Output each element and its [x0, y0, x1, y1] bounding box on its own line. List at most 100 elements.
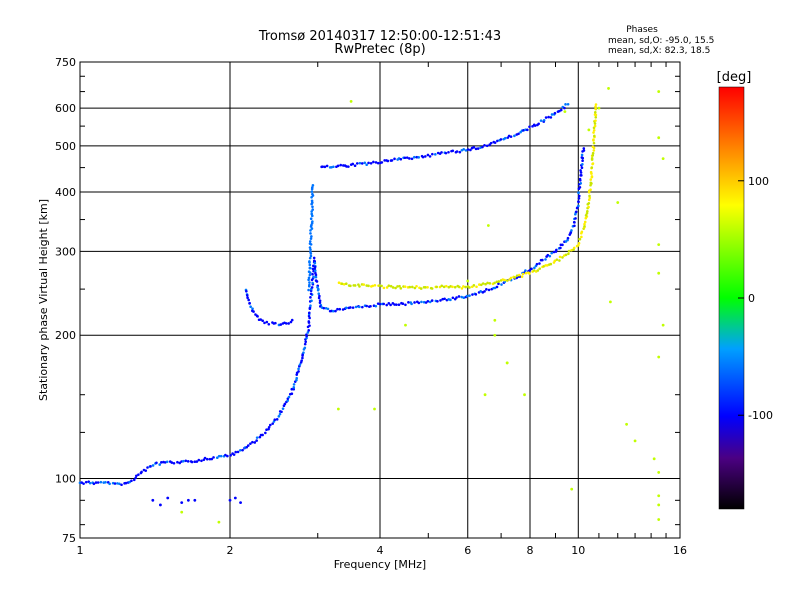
data-point [245, 289, 248, 293]
data-point [385, 303, 388, 307]
data-point [253, 441, 257, 444]
data-point [309, 292, 313, 296]
data-point [458, 150, 462, 154]
data-point [314, 275, 318, 279]
data-point [280, 410, 283, 414]
data-point [267, 322, 271, 326]
colorbar-label: [deg] [717, 70, 752, 85]
data-point [399, 157, 403, 161]
data-point [361, 305, 364, 309]
data-point [371, 284, 375, 288]
data-point [311, 272, 314, 276]
data-point [586, 210, 589, 213]
data-point [311, 192, 314, 196]
data-point [507, 134, 511, 138]
data-point [318, 299, 322, 303]
data-point [295, 376, 298, 380]
y-tick-labels: 75 100 200 300 400 500 600 750 [55, 56, 76, 545]
data-point [500, 283, 503, 286]
data-point [309, 248, 312, 251]
data-point [567, 249, 571, 253]
data-point [594, 103, 598, 106]
data-point [373, 283, 377, 287]
data-point [263, 321, 266, 325]
data-point [587, 205, 590, 209]
data-point [403, 285, 407, 288]
data-point [365, 304, 368, 308]
data-point [251, 440, 254, 444]
data-point [158, 463, 162, 466]
data-point [349, 284, 352, 288]
x-tick-label: 6 [464, 544, 471, 557]
data-point [273, 418, 277, 422]
data-point [594, 107, 597, 110]
data-point [200, 459, 203, 463]
data-point [298, 363, 302, 366]
data-point [609, 300, 612, 304]
data-point [564, 253, 568, 257]
data-point [316, 288, 320, 292]
data-point [193, 498, 197, 502]
data-point [587, 201, 591, 205]
data-point [483, 393, 487, 397]
data-point [317, 292, 321, 296]
data-point [338, 307, 342, 311]
data-point [455, 150, 459, 153]
data-point [550, 251, 553, 255]
data-point [394, 286, 397, 290]
data-point [373, 407, 376, 411]
y-tick-label: 75 [62, 532, 76, 545]
data-point [574, 210, 578, 214]
data-point [567, 252, 570, 256]
data-point [588, 194, 591, 198]
data-point [261, 433, 264, 437]
data-point [305, 333, 308, 337]
data-point [577, 204, 580, 208]
x-axis-label: Frequency [MHz] [334, 558, 426, 571]
data-point [307, 270, 311, 273]
data-point [661, 157, 665, 161]
data-point [245, 294, 249, 297]
data-point [657, 271, 661, 275]
data-point [287, 395, 291, 399]
data-point [362, 283, 366, 286]
data-point [430, 299, 434, 302]
x-tick-labels: 1 2 4 6 8 10 16 [77, 544, 688, 557]
data-point [300, 359, 303, 362]
data-point [480, 283, 483, 287]
data-point [318, 294, 321, 298]
data-point [310, 299, 313, 303]
data-point [444, 151, 448, 155]
data-point [495, 280, 499, 284]
data-point [308, 283, 311, 287]
data-point [542, 118, 546, 122]
data-point [533, 266, 536, 270]
data-point [309, 237, 313, 240]
data-point [457, 285, 461, 289]
data-point [521, 272, 525, 276]
data-point [580, 153, 584, 157]
data-point [186, 460, 190, 463]
data-point [474, 147, 478, 151]
data-point [228, 498, 232, 502]
data-point [241, 448, 244, 452]
data-point [616, 201, 620, 204]
data-point [308, 306, 312, 309]
data-point [172, 461, 176, 465]
data-point [590, 166, 594, 169]
data-point [358, 285, 361, 288]
data-point [553, 111, 557, 115]
data-point [340, 282, 344, 286]
data-point [657, 471, 661, 474]
data-point [297, 367, 300, 371]
data-point [311, 220, 314, 223]
data-point [310, 223, 313, 227]
data-point [475, 285, 478, 289]
data-point [146, 466, 149, 469]
data-point [249, 442, 252, 445]
data-point [313, 261, 317, 265]
data-point [297, 370, 300, 373]
data-point [592, 138, 595, 142]
data-point [385, 286, 389, 289]
data-point [246, 444, 250, 447]
